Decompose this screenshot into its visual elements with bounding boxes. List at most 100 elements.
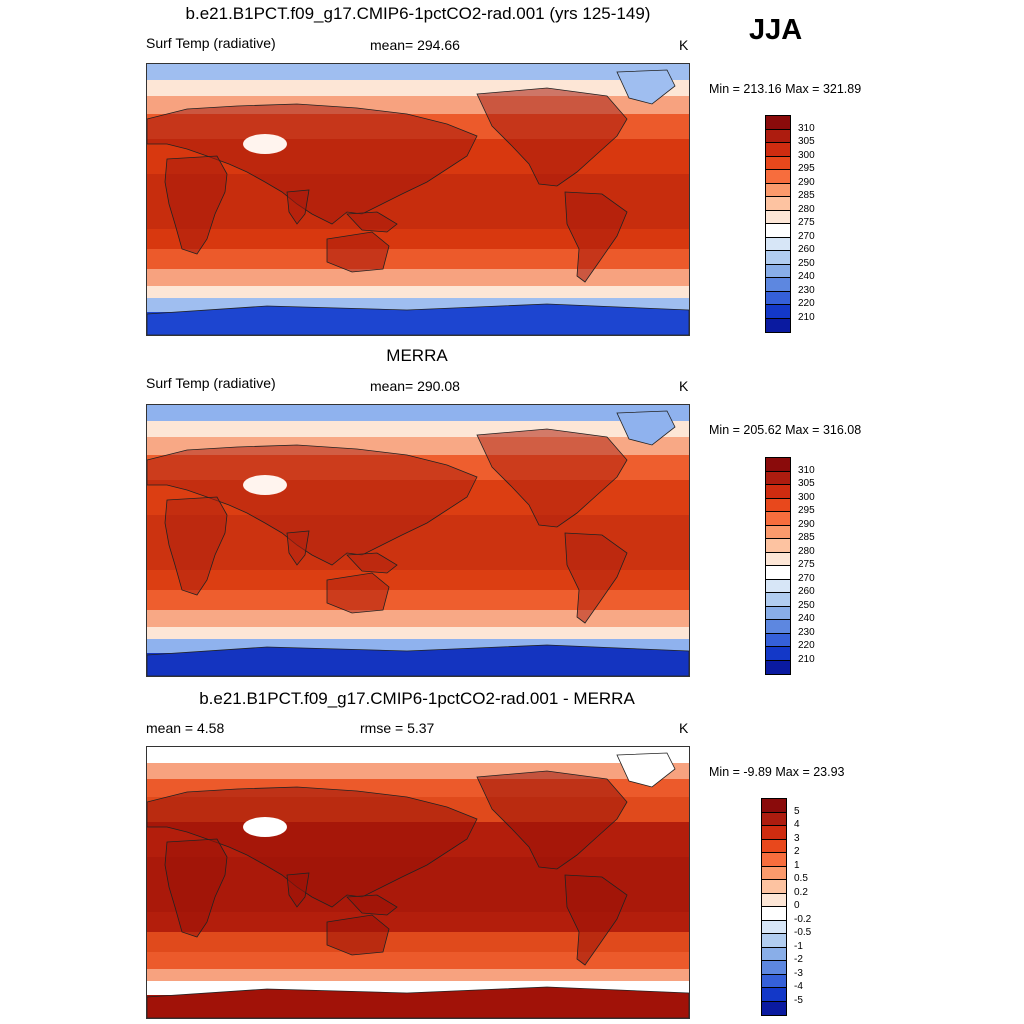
colorbar-tick-label: -3 bbox=[794, 967, 803, 979]
plateau-region bbox=[243, 475, 287, 495]
colorbar-tick-label: 210 bbox=[798, 311, 815, 323]
temperature-band bbox=[147, 969, 689, 981]
colorbar-swatch bbox=[766, 264, 790, 278]
colorbar-tick-label: 275 bbox=[798, 559, 815, 570]
colorbar-tick-label: 285 bbox=[798, 532, 815, 543]
model-surface-temp-map bbox=[146, 63, 690, 336]
continent-india bbox=[286, 872, 310, 908]
continent-australia bbox=[326, 572, 390, 614]
colorbar-tick-label: 305 bbox=[798, 136, 815, 147]
continent-samerica bbox=[564, 191, 628, 283]
colorbar-tick-label: -1 bbox=[794, 940, 803, 952]
colorbar-tick-label: 220 bbox=[798, 298, 815, 309]
colorbar-tick-label: 310 bbox=[798, 122, 815, 134]
colorbar-tick-label: 285 bbox=[798, 190, 815, 201]
plateau-region bbox=[243, 817, 287, 837]
temperature-band bbox=[147, 952, 689, 969]
colorbar-tick-label: 280 bbox=[798, 545, 815, 557]
panel-variable-label: Surf Temp (radiative) bbox=[146, 375, 276, 391]
colorbar-swatch bbox=[766, 170, 790, 184]
colorbar-swatch bbox=[766, 471, 790, 485]
colorbar-tick-label: 260 bbox=[798, 244, 815, 255]
colorbar-swatches bbox=[761, 798, 787, 1016]
colorbar-tick-label: 295 bbox=[798, 163, 815, 174]
colorbar-swatch bbox=[762, 907, 786, 921]
colorbar-swatch bbox=[762, 826, 786, 840]
colorbar-tick-label: 4 bbox=[794, 819, 800, 830]
colorbar-swatch bbox=[766, 291, 790, 305]
colorbar-swatches bbox=[765, 457, 791, 675]
panel-title-difference: b.e21.B1PCT.f09_g17.CMIP6-1pctCO2-rad.00… bbox=[199, 689, 635, 708]
colorbar-tick-label: 230 bbox=[798, 284, 815, 296]
colorbar-tick-label: 260 bbox=[798, 586, 815, 597]
continent-australia bbox=[326, 914, 390, 956]
colorbar-tick-label: 300 bbox=[798, 491, 815, 503]
continent-namerica bbox=[476, 770, 628, 870]
colorbar-tick-label: 3 bbox=[794, 832, 800, 844]
temperature-band bbox=[147, 763, 689, 779]
colorbar-swatch bbox=[762, 920, 786, 934]
colorbar-swatch bbox=[766, 579, 790, 593]
colorbar-tick-label: 270 bbox=[798, 572, 815, 584]
temperature-band bbox=[147, 249, 689, 269]
colorbar-swatch bbox=[766, 525, 790, 539]
continent-seasia bbox=[346, 552, 398, 574]
panel-title-merra: MERRA bbox=[386, 346, 448, 365]
colorbar-tick-label: 290 bbox=[798, 176, 815, 188]
colorbar-swatch bbox=[762, 839, 786, 853]
colorbar-swatch bbox=[762, 947, 786, 961]
map-canvas bbox=[147, 747, 689, 1018]
temperature-band bbox=[147, 421, 689, 437]
colorbar-swatch bbox=[766, 318, 790, 332]
map-canvas bbox=[147, 64, 689, 335]
temperature-band bbox=[147, 747, 689, 763]
continent-antarctica bbox=[147, 644, 689, 676]
panel-units-label: K bbox=[679, 37, 689, 53]
temperature-band bbox=[147, 80, 689, 96]
colorbar-swatch bbox=[766, 278, 790, 292]
colorbar-swatch bbox=[766, 305, 790, 319]
season-label: JJA bbox=[749, 14, 803, 46]
colorbar-swatch bbox=[766, 539, 790, 553]
plateau-region bbox=[243, 134, 287, 154]
colorbar-swatch bbox=[766, 183, 790, 197]
continent-india bbox=[286, 530, 310, 566]
continent-antarctica bbox=[147, 986, 689, 1018]
colorbar-swatch bbox=[766, 606, 790, 620]
colorbar-swatch bbox=[766, 210, 790, 224]
continent-samerica bbox=[564, 874, 628, 966]
colorbar-swatch bbox=[766, 143, 790, 157]
colorbar-swatch bbox=[766, 485, 790, 499]
continent-india bbox=[286, 189, 310, 225]
colorbar-swatch bbox=[762, 961, 786, 975]
colorbar-tick-label: 280 bbox=[798, 203, 815, 215]
continent-seasia bbox=[346, 894, 398, 916]
continent-antarctica bbox=[147, 303, 689, 335]
panel-units-label: K bbox=[679, 720, 689, 736]
panel-title-model: b.e21.B1PCT.f09_g17.CMIP6-1pctCO2-rad.00… bbox=[185, 4, 651, 23]
panel-minmax-label: Min = -9.89 Max = 23.93 bbox=[709, 765, 845, 779]
continent-australia bbox=[326, 231, 390, 273]
colorbar-swatch bbox=[766, 566, 790, 580]
colorbar-swatch bbox=[762, 880, 786, 894]
colorbar-tick-label: -5 bbox=[794, 994, 803, 1006]
panel-variable-label: Surf Temp (radiative) bbox=[146, 35, 276, 51]
colorbar-swatch bbox=[766, 197, 790, 211]
colorbar-tick-label: 275 bbox=[798, 217, 815, 228]
colorbar-swatch bbox=[766, 498, 790, 512]
colorbar-swatch bbox=[762, 934, 786, 948]
colorbar-swatch bbox=[766, 660, 790, 674]
colorbar-tick-label: 250 bbox=[798, 257, 815, 269]
panel-mean-label: mean= 294.66 bbox=[370, 37, 460, 53]
continent-greenland bbox=[616, 410, 676, 446]
continent-namerica bbox=[476, 428, 628, 528]
colorbar-tick-label: 240 bbox=[798, 271, 815, 282]
colorbar-swatch bbox=[766, 116, 790, 130]
colorbar-swatch bbox=[766, 129, 790, 143]
colorbar-tick-label: 1 bbox=[794, 859, 800, 871]
panel-minmax-label: Min = 205.62 Max = 316.08 bbox=[709, 423, 862, 437]
colorbar-swatch bbox=[762, 812, 786, 826]
colorbar-tick-label: 240 bbox=[798, 613, 815, 624]
colorbar-tick-label: 305 bbox=[798, 478, 815, 489]
panel-minmax-label: Min = 213.16 Max = 321.89 bbox=[709, 82, 862, 96]
